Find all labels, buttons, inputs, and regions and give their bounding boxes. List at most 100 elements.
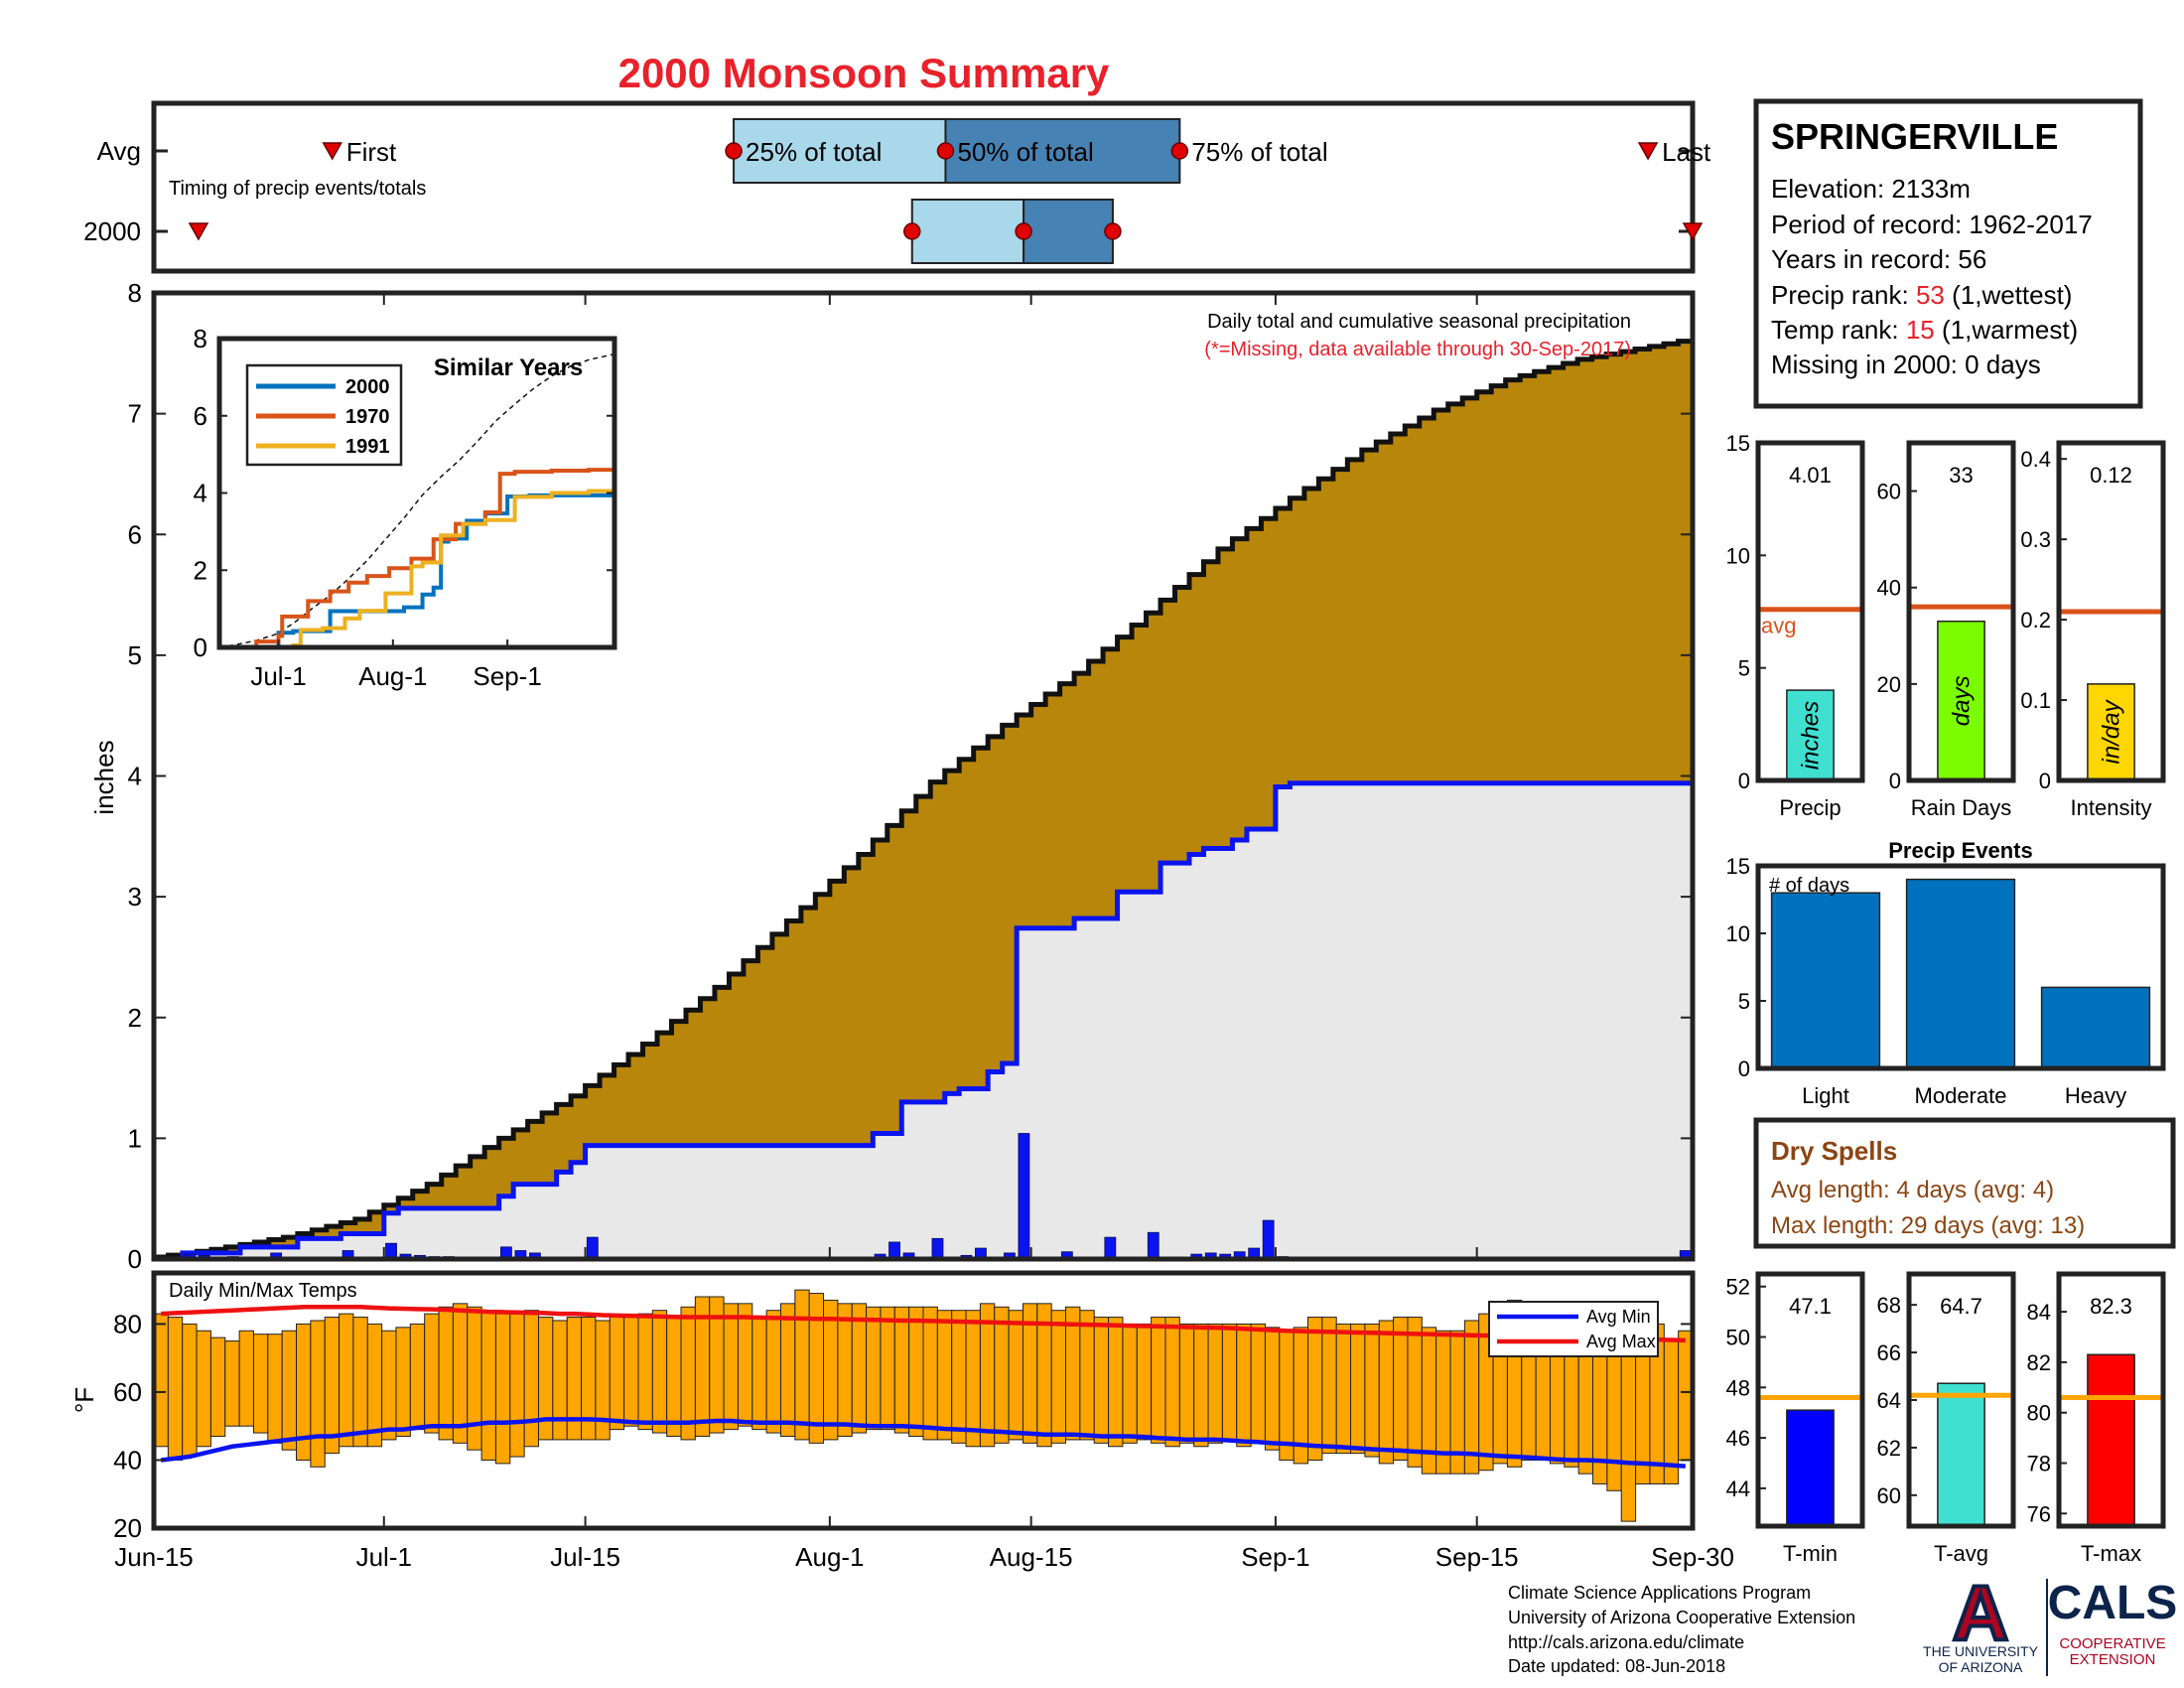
temp-range-bar — [908, 1306, 924, 1437]
precip_total-y-tick-label: 15 — [1726, 431, 1750, 456]
temp-range-bar — [1207, 1323, 1223, 1444]
intensity-y-tick-label: 0.3 — [2020, 527, 2051, 552]
events-y-tick-label: 10 — [1726, 921, 1750, 946]
y-tick-label: 3 — [128, 882, 142, 912]
temp-range-bar — [936, 1310, 953, 1441]
temp-range-bar — [196, 1330, 211, 1448]
timing-frame — [151, 100, 1696, 274]
temps-x-tick-label: Aug-15 — [990, 1542, 1073, 1572]
temp-range-bar — [837, 1303, 853, 1437]
temp-range-bar — [1008, 1310, 1024, 1441]
rain_days-unit-label: days — [1949, 676, 1976, 727]
temp-range-bar — [851, 1303, 868, 1434]
station-elevation: Elevation: 2133m — [1771, 174, 1971, 204]
timing-year-box-q50-q75 — [1023, 199, 1114, 264]
tmax-y-tick-label: 76 — [2027, 1501, 2051, 1526]
temp-range-bar — [523, 1310, 539, 1448]
station-precip-rank: Precip rank: 53 (1,wettest) — [1771, 280, 2072, 310]
precip_total-unit-label: inches — [1798, 701, 1825, 770]
temp-range-bar — [994, 1306, 1010, 1444]
temp-range-bar — [979, 1303, 996, 1448]
credit-line-2: University of Arizona Cooperative Extens… — [1508, 1608, 1855, 1627]
temp-rank-value: 15 — [1906, 315, 1935, 345]
station-period: Period of record: 1962-2017 — [1771, 210, 2093, 239]
temp-range-bar — [637, 1313, 653, 1431]
temp-range-bar — [1122, 1323, 1138, 1444]
timing-year-box-q25-q50 — [910, 199, 1025, 264]
rain_days-value-label: 33 — [1949, 463, 1973, 488]
timing-avg-q25-marker — [725, 142, 743, 160]
timing-year-q50-marker — [1015, 222, 1032, 240]
daily-precip-bar — [1262, 1219, 1275, 1260]
temp-range-bar — [1335, 1323, 1352, 1455]
station-info-box: SPRINGERVILLE Elevation: 2133m Period of r… — [1753, 98, 2143, 409]
temp-range-bar — [339, 1313, 354, 1448]
y-tick-label: 6 — [128, 519, 142, 549]
temp-range-bar — [480, 1310, 496, 1461]
precip-events-chart: Light Moderate Heavy 0 5 10 15 Precip Events # o… — [1726, 838, 2166, 1108]
timing-q50-label: 50% of total — [957, 137, 1093, 167]
temp-range-bar — [922, 1306, 938, 1441]
inset-title: Similar Years — [434, 354, 583, 381]
tavg-y-tick-label: 60 — [1877, 1483, 1901, 1508]
tavg-y-tick-label: 68 — [1877, 1293, 1901, 1318]
station-name: SPRINGERVILLE — [1771, 116, 2058, 157]
tmin-y-tick-label: 52 — [1726, 1275, 1750, 1300]
temp-range-bar — [238, 1330, 254, 1427]
temps-legend-box — [1488, 1301, 1659, 1357]
dry-spells-avg: Avg length: 4 days (avg: 4) — [1771, 1177, 2054, 1203]
daily-precip-bar — [888, 1241, 900, 1260]
station-missing: Missing in 2000: 0 days — [1771, 350, 2041, 379]
temperature-stats-panels: 44 46 48 50 52 47.1 T-min 60 62 64 66 68 64.7 T-avg 76… — [1726, 1271, 2166, 1566]
temp-range-bar — [765, 1310, 781, 1434]
temps-frame — [151, 1270, 1696, 1531]
temp-range-bar — [1093, 1317, 1110, 1444]
tmin-y-tick-label: 50 — [1726, 1326, 1750, 1350]
temp-range-bar — [680, 1306, 696, 1441]
dry-spells-frame — [1753, 1117, 2176, 1249]
chart-title: Daily total and cumulative seasonal prec… — [1207, 311, 1631, 333]
rain_days-bar — [1937, 620, 1985, 781]
intensity-y-tick-label: 0 — [2039, 769, 2051, 793]
inset-legend-label: 1991 — [345, 436, 390, 458]
temp-range-bar — [893, 1306, 910, 1434]
tavg-y-tick-label: 64 — [1877, 1388, 1901, 1413]
temp-range-bar — [651, 1310, 668, 1434]
tavg-y-tick-label: 62 — [1877, 1436, 1901, 1461]
intensity-y-tick-label: 0.1 — [2020, 688, 2051, 713]
temp-range-bar — [965, 1310, 981, 1448]
temp-range-bar — [623, 1317, 639, 1427]
temp-range-bar — [1221, 1323, 1238, 1441]
timing-avg-last-marker — [1637, 142, 1659, 161]
events-ylabel-inside: # of days — [1769, 875, 1849, 897]
temp-range-bar — [1065, 1306, 1081, 1441]
temp-range-bar — [666, 1317, 682, 1437]
precip_total-y-tick-label: 5 — [1738, 656, 1750, 681]
y-tick-label: 2 — [128, 1003, 142, 1033]
timing-avg-first-marker — [322, 142, 342, 161]
event-category-label: Light — [1802, 1083, 1849, 1108]
temp-rank-note: (1,warmest) — [1935, 315, 2078, 345]
temp-range-bar — [1193, 1323, 1209, 1448]
temps-y-tick-label: 40 — [113, 1445, 142, 1475]
intensity-y-tick-label: 0.4 — [2020, 447, 2051, 472]
temp-range-bar — [494, 1313, 511, 1465]
credit-line-1: Climate Science Applications Program — [1508, 1583, 1811, 1603]
ua-name-line-2: OF ARIZONA — [1939, 1659, 2023, 1675]
temp-range-bar — [324, 1317, 341, 1455]
timing-year-q25-marker — [903, 222, 921, 240]
temp-range-bar — [267, 1334, 283, 1444]
credit-line-4: Date updated: 08-Jun-2018 — [1508, 1656, 1725, 1676]
tmax-y-tick-label: 84 — [2027, 1300, 2051, 1325]
temp-range-bar — [409, 1323, 426, 1431]
y-tick-label: 7 — [128, 399, 142, 429]
temp-range-bar — [1250, 1323, 1266, 1444]
y-axis-label: inches — [89, 740, 119, 814]
daily-precip-bar — [1104, 1236, 1117, 1260]
tavg-bar — [1937, 1382, 1985, 1527]
temp-range-bar — [723, 1303, 739, 1431]
timing-year-q75-marker — [1104, 222, 1122, 240]
tmin-value-label: 47.1 — [1789, 1294, 1832, 1319]
tavg-y-tick-label: 66 — [1877, 1340, 1901, 1365]
